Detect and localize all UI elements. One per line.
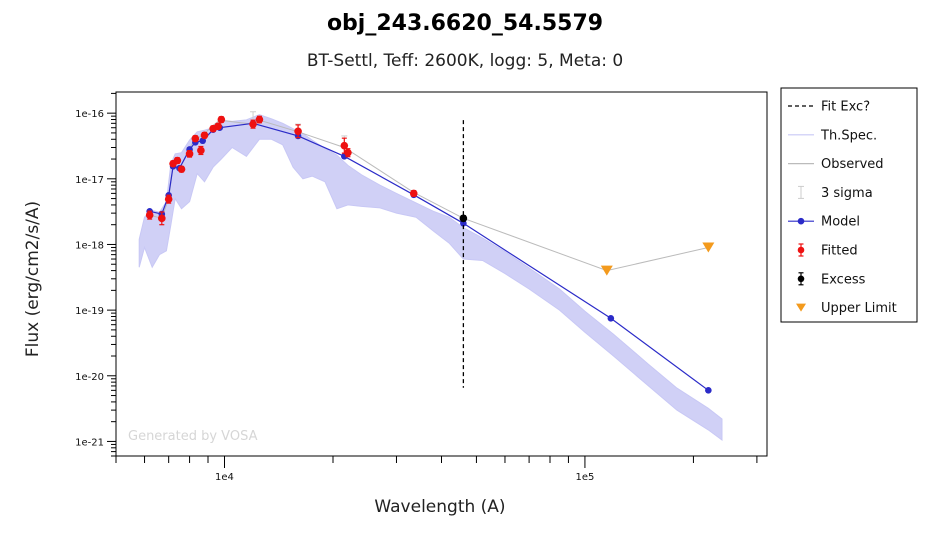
model-point xyxy=(705,387,712,394)
fitted-point xyxy=(294,127,302,136)
y-axis-label: Flux (erg/cm2/s/A) xyxy=(23,201,43,357)
fitted-point xyxy=(217,115,226,124)
legend-model-label: Model xyxy=(821,215,860,230)
fitted-point xyxy=(173,156,182,165)
model-point xyxy=(199,137,207,145)
fitted-point xyxy=(177,165,186,174)
legend-fitted-label: Fitted xyxy=(821,244,858,259)
excess-point xyxy=(459,214,468,223)
legend-upper-limit-swatch xyxy=(796,303,806,312)
chart-subtitle: BT-Settl, Teff: 2600K, logg: 5, Meta: 0 xyxy=(307,51,623,71)
fitted-point xyxy=(255,115,264,124)
legend-model-swatch-marker xyxy=(797,217,805,225)
legend-observed-label: Observed xyxy=(821,157,884,172)
data-layer xyxy=(138,111,723,441)
fitted-point xyxy=(409,189,418,198)
legend-excess-swatch-marker xyxy=(797,275,805,283)
y-tick-label: 1e-21 xyxy=(75,437,104,448)
plot-area: Generated by VOSA xyxy=(115,91,768,457)
x-tick-label: 1e4 xyxy=(215,472,234,483)
y-tick-label: 1e-18 xyxy=(75,240,104,251)
legend-fit-exc-label: Fit Exc? xyxy=(821,100,870,115)
fitted-point xyxy=(344,148,352,157)
x-axis-label: Wavelength (A) xyxy=(374,497,505,517)
fitted-point xyxy=(249,120,257,128)
fitted-point xyxy=(158,214,166,223)
legend: Fit Exc? Th.Spec. Observed 3 sigma Model Fitt… xyxy=(780,87,918,323)
upper-limit-point xyxy=(600,265,613,276)
fitted-point xyxy=(191,134,200,143)
watermark: Generated by VOSA xyxy=(128,429,258,444)
y-tick-label: 1e-20 xyxy=(75,372,104,383)
legend-excess-label: Excess xyxy=(821,272,866,287)
chart-title: obj_243.6620_54.5579 xyxy=(327,11,603,36)
axes: 1e-16 1e-17 1e-18 1e-19 1e-20 1e-21 1e4 1e5 xyxy=(75,92,758,483)
fitted-point xyxy=(340,141,349,150)
legend-box xyxy=(780,87,918,323)
legend-th-spec-label: Th.Spec. xyxy=(820,128,877,143)
legend-3-sigma-label: 3 sigma xyxy=(821,186,873,201)
legend-fitted-swatch-marker xyxy=(797,246,805,254)
fitted-point xyxy=(200,131,209,140)
fitted-point xyxy=(197,146,205,155)
y-tick-label: 1e-19 xyxy=(75,306,104,317)
x-tick-label: 1e5 xyxy=(575,472,594,483)
fitted-point xyxy=(214,122,222,131)
model-point xyxy=(607,315,615,322)
fitted-point xyxy=(185,150,194,158)
fitted-point xyxy=(164,195,173,203)
fitted-point xyxy=(145,211,154,219)
th-spec-band xyxy=(138,114,723,441)
y-tick-label: 1e-16 xyxy=(75,109,104,120)
upper-limit-point xyxy=(702,242,715,253)
legend-upper-limit-label: Upper Limit xyxy=(821,301,897,316)
y-tick-label: 1e-17 xyxy=(75,175,104,186)
